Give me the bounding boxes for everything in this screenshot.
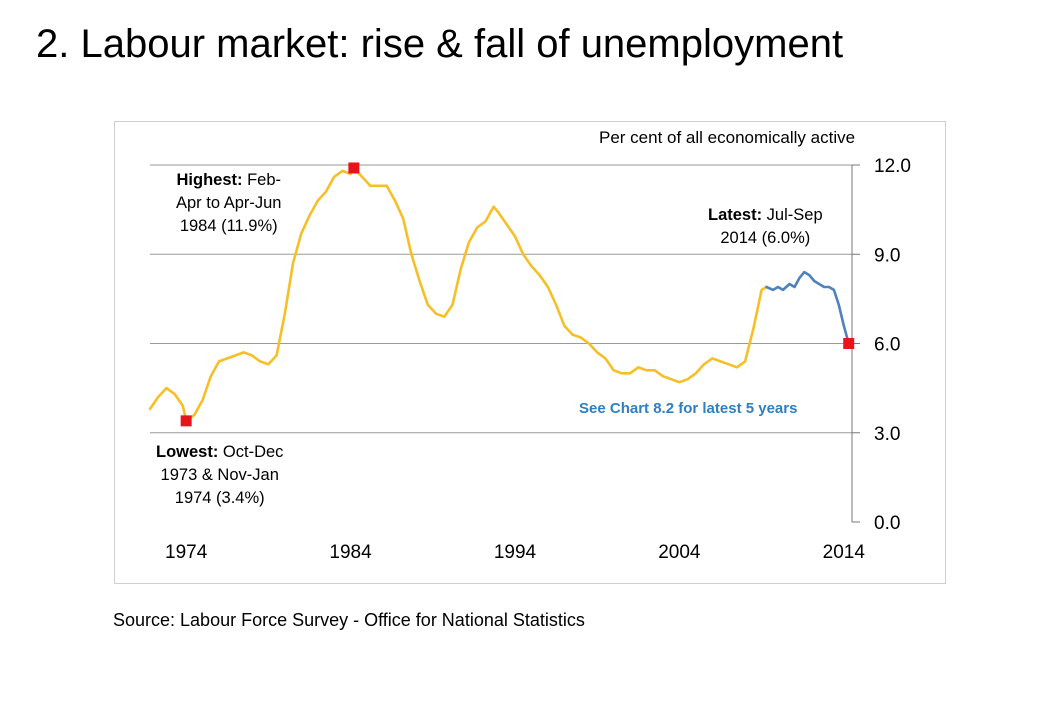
annotation-latest: Latest: Jul-Sep 2014 (6.0%) — [708, 204, 823, 250]
y-tick-label-3: 3.0 — [874, 424, 900, 445]
y-tick-label-4: 0.0 — [874, 513, 900, 534]
annotation-lowest-bold: Lowest: — [156, 443, 219, 461]
annotation-highest-line3: 1984 (11.9%) — [179, 217, 278, 235]
annotation-lowest-line3: 1974 (3.4%) — [174, 489, 265, 507]
y-tick-label-0: 12.0 — [874, 156, 911, 177]
annotation-highest-line2: Apr to Apr-Jun — [176, 194, 282, 212]
y-axis-label: Per cent of all economically active — [599, 128, 856, 147]
slide-title: 2. Labour market: rise & fall of unemplo… — [36, 22, 844, 66]
y-tick-label-1: 9.0 — [874, 245, 900, 266]
annotation-latest-line1: Jul-Sep — [762, 206, 823, 224]
x-tick-label-2: 1994 — [494, 542, 537, 563]
annotation-lowest-line2: 1973 & Nov-Jan — [160, 466, 279, 484]
x-tick-label-0: 1974 — [165, 542, 208, 563]
marker-1 — [348, 162, 360, 174]
series-line-0 — [148, 166, 768, 423]
chart-note: See Chart 8.2 for latest 5 years — [579, 400, 798, 417]
y-tick-label-2: 6.0 — [874, 335, 900, 356]
x-tick-label-1: 1984 — [329, 542, 372, 563]
annotation-latest-line2: 2014 (6.0%) — [720, 229, 811, 247]
marker-0 — [180, 415, 192, 427]
chart-frame — [114, 121, 946, 584]
annotation-highest-bold: Highest: — [176, 171, 243, 189]
annotation-highest-line1: Feb- — [242, 171, 281, 189]
series-line-1 — [765, 270, 850, 345]
x-tick-label-4: 2014 — [823, 542, 866, 563]
source-text: Source: Labour Force Survey - Office for… — [113, 610, 585, 630]
marker-2 — [843, 338, 855, 349]
annotation-highest: Highest: Feb- Apr to Apr-Jun 1984 (11.9%… — [176, 169, 281, 238]
x-tick-label-3: 2004 — [658, 542, 701, 563]
annotation-lowest-line1: Oct-Dec — [218, 443, 284, 461]
annotation-latest-bold: Latest: — [708, 206, 763, 224]
annotation-lowest: Lowest: Oct-Dec 1973 & Nov-Jan 1974 (3.4… — [156, 441, 283, 510]
